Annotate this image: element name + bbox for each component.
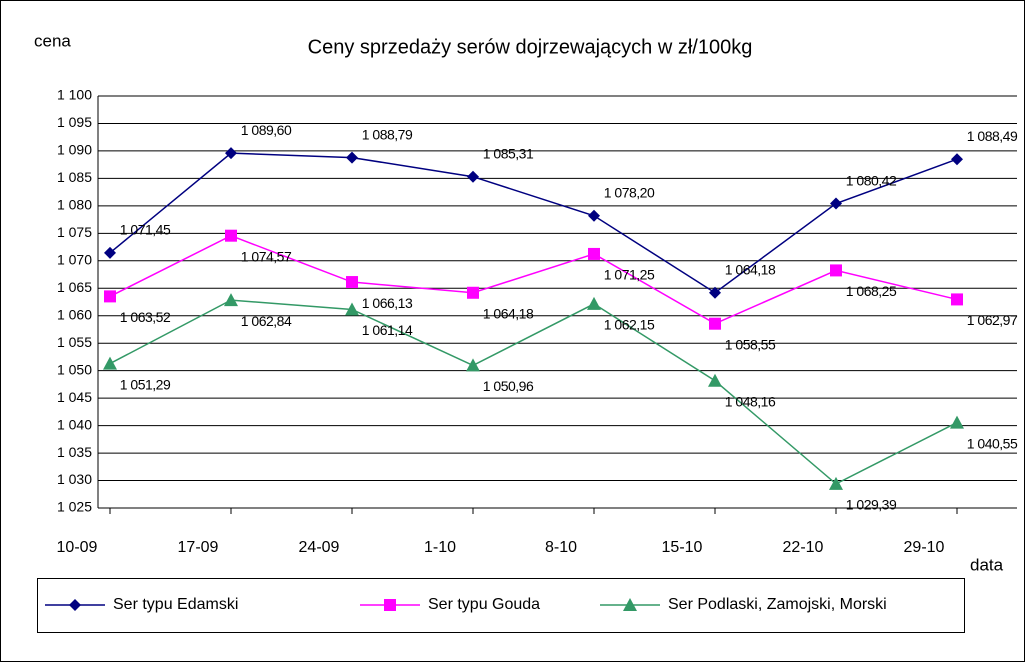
- series-line: [109, 299, 958, 485]
- marker: [225, 147, 237, 160]
- marker: [346, 276, 358, 289]
- marker: [830, 264, 842, 277]
- x-tick-label: 15-10: [662, 539, 703, 556]
- data-label: 1 085,31: [483, 145, 534, 161]
- marker: [588, 247, 600, 260]
- marker: [951, 153, 963, 166]
- data-label: 1 062,84: [241, 313, 292, 329]
- marker: [829, 476, 843, 490]
- data-label: 1 078,20: [604, 184, 655, 200]
- marker: [466, 358, 480, 372]
- data-label: 1 062,15: [604, 317, 655, 333]
- x-tick-label: 1-10: [424, 539, 456, 556]
- data-label: 1 088,79: [362, 126, 413, 142]
- data-label: 1 074,57: [241, 248, 292, 264]
- y-tick-label: 1 065: [57, 279, 92, 295]
- data-label: 1 048,16: [725, 393, 776, 409]
- data-label: 1 050,96: [483, 378, 534, 394]
- data-label: 1 089,60: [241, 122, 292, 138]
- data-label: 1 029,39: [846, 497, 897, 513]
- data-label: 1 061,14: [362, 322, 413, 338]
- marker: [104, 246, 116, 259]
- data-label: 1 051,29: [120, 376, 171, 392]
- marker: [951, 293, 963, 306]
- x-tick-label: 29-10: [904, 539, 945, 556]
- data-label: 1 040,55: [967, 435, 1018, 451]
- y-tick-label: 1 030: [57, 471, 92, 487]
- y-tick-label: 1 085: [57, 169, 92, 185]
- marker: [346, 151, 358, 164]
- x-tick-label: 24-09: [299, 539, 340, 556]
- data-label: 1 071,45: [120, 222, 171, 238]
- marker: [224, 293, 238, 307]
- data-label: 1 062,97: [967, 312, 1018, 328]
- y-tick-label: 1 090: [57, 142, 92, 158]
- marker: [345, 302, 359, 316]
- marker: [708, 373, 722, 387]
- data-label: 1 064,18: [483, 305, 534, 321]
- marker: [384, 599, 396, 611]
- data-label: 1 066,13: [362, 295, 413, 311]
- marker: [104, 290, 116, 303]
- legend-label: Ser Podlaski, Zamojski, Morski: [668, 596, 887, 613]
- data-label: 1 080,42: [846, 172, 897, 188]
- data-label: 1 063,52: [120, 309, 171, 325]
- y-tick-label: 1 080: [57, 197, 92, 213]
- x-tick-label: 8-10: [545, 539, 577, 556]
- series-line: [109, 234, 958, 325]
- y-tick-label: 1 060: [57, 306, 92, 322]
- y-axis-title: cena: [34, 31, 71, 50]
- y-tick-label: 1 045: [57, 389, 92, 405]
- y-tick-label: 1 075: [57, 224, 92, 240]
- y-tick-label: 1 055: [57, 334, 92, 350]
- y-tick-label: 1 100: [57, 87, 92, 103]
- x-tick-label: 10-09: [57, 539, 98, 556]
- y-tick-label: 1 050: [57, 361, 92, 377]
- data-label: 1 068,25: [846, 283, 897, 299]
- x-tick-label: 17-09: [178, 539, 219, 556]
- series-line: [109, 152, 958, 294]
- marker: [69, 599, 81, 611]
- legend-label: Ser typu Edamski: [113, 596, 238, 613]
- marker: [588, 209, 600, 222]
- marker: [587, 296, 601, 310]
- marker: [467, 170, 479, 183]
- y-tick-label: 1 040: [57, 416, 92, 432]
- data-label: 1 071,25: [604, 267, 655, 283]
- x-tick-label: 22-10: [783, 539, 824, 556]
- y-tick-label: 1 035: [57, 444, 92, 460]
- marker: [103, 356, 117, 370]
- chart-title: Ceny sprzedaży serów dojrzewających w zł…: [308, 36, 753, 58]
- marker: [709, 317, 721, 330]
- marker: [709, 286, 721, 299]
- y-tick-label: 1 025: [57, 499, 92, 515]
- marker: [225, 229, 237, 242]
- marker: [950, 415, 964, 429]
- data-label: 1 064,18: [725, 261, 776, 277]
- marker: [830, 197, 842, 210]
- marker: [623, 598, 637, 611]
- y-tick-label: 1 095: [57, 114, 92, 130]
- data-label: 1 088,49: [967, 128, 1018, 144]
- legend-label: Ser typu Gouda: [428, 596, 540, 613]
- x-axis-title: data: [970, 555, 1004, 574]
- marker: [467, 286, 479, 299]
- legend-box: [37, 578, 965, 633]
- data-label: 1 058,55: [725, 336, 776, 352]
- y-tick-label: 1 070: [57, 252, 92, 268]
